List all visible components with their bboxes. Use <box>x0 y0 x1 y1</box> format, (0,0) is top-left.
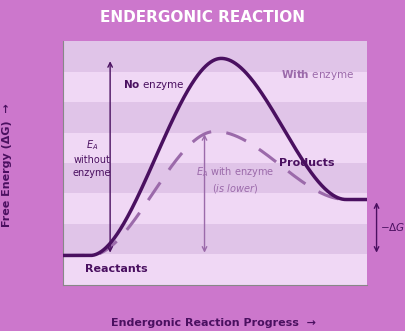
Bar <box>63 224 367 254</box>
Text: Free Energy (ΔG)  →: Free Energy (ΔG) → <box>2 104 12 227</box>
Text: $\mathbf{No}$ enzyme: $\mathbf{No}$ enzyme <box>123 78 185 92</box>
Text: Products: Products <box>278 158 333 168</box>
Text: $E_A$
without
enzyme: $E_A$ without enzyme <box>72 138 111 178</box>
Bar <box>63 72 367 102</box>
Bar <box>63 133 367 163</box>
Text: Endergonic Reaction Progress  →: Endergonic Reaction Progress → <box>111 318 315 328</box>
Text: $\mathbf{With}$ enzyme: $\mathbf{With}$ enzyme <box>280 69 353 82</box>
Bar <box>63 254 367 285</box>
Bar <box>63 193 367 224</box>
Text: ENDERGONIC REACTION: ENDERGONIC REACTION <box>100 10 305 25</box>
Text: $-\Delta G$: $-\Delta G$ <box>379 221 404 233</box>
Bar <box>63 102 367 133</box>
Bar <box>63 41 367 72</box>
Bar <box>63 163 367 193</box>
Text: Reactants: Reactants <box>85 264 147 274</box>
Text: $E_A$ with enzyme
$(is\ lower)$: $E_A$ with enzyme $(is\ lower)$ <box>196 165 273 195</box>
